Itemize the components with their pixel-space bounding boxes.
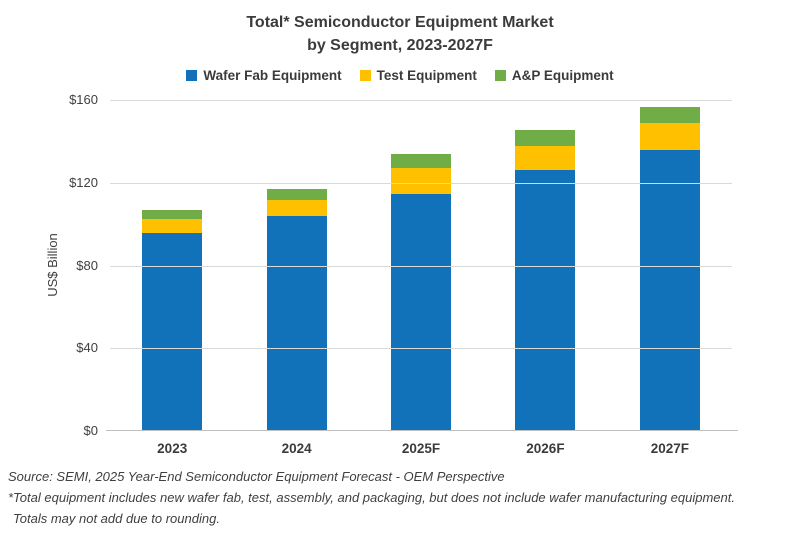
legend-label-test: Test Equipment [376,68,477,83]
gridline-160 [110,100,732,101]
bar-group-2026F: 2026F [483,100,607,456]
plot-area: 2023 2024 2025F 2026F 2027F $160 $120 $80 $40 $0 [69,92,738,456]
bar-segment-ap-2027F [639,107,700,124]
bar-segment-test-2023 [142,219,203,234]
legend-swatch-ap [494,70,506,81]
gridline-40 [110,348,732,349]
bar-segment-wafer-fab-2026F [515,170,576,431]
bar-segment-wafer-fab-2027F [639,149,700,431]
stacked-bar-2026F [515,129,576,431]
x-axis-label-2023: 2023 [157,441,188,456]
bar-group-2024: 2024 [234,100,358,456]
bar-segment-ap-2024 [266,189,327,201]
stacked-bar-2027F [639,107,700,431]
x-axis-label-2025F: 2025F [401,441,441,456]
x-axis-label-2027F: 2027F [650,441,689,456]
chart-title-line2: by Segment, 2023-2027F [307,37,493,54]
bar-segment-ap-2023 [142,210,203,220]
chart-title: Total* Semiconductor Equipment Market by… [0,11,800,57]
legend-swatch-test [359,70,371,81]
source-note: Source: SEMI, 2025 Year-End Semiconducto… [8,469,505,484]
bar-segment-wafer-fab-2025F [391,193,452,431]
stacked-bar-2025F [391,154,452,431]
footnote-rounding: Totals may not add due to rounding. [13,511,220,526]
bar-group-2025F: 2025F [359,100,483,456]
x-axis-label-2026F: 2026F [526,441,565,456]
bar-segment-wafer-fab-2024 [266,215,327,431]
footnote-total-definition: *Total equipment includes new wafer fab,… [8,490,735,505]
stacked-bar-2023 [142,210,203,431]
bar-segment-test-2024 [266,200,327,216]
gridline-80 [110,266,732,267]
bar-segment-wafer-fab-2023 [142,233,203,431]
bar-slots: 2023 2024 2025F 2026F 2027F [110,100,732,456]
y-tick-label-40: $40 [76,340,98,356]
gridline-120 [110,183,732,184]
y-tick-label-80: $80 [76,257,98,273]
legend-item-wafer-fab: Wafer Fab Equipment [186,68,342,83]
bar-group-2027F: 2027F [608,100,732,456]
legend-swatch-wafer-fab [186,70,198,81]
y-tick-label-120: $120 [69,174,98,190]
legend-item-test: Test Equipment [359,68,477,83]
stacked-bar-2024 [266,189,327,431]
gridline-0 [106,430,738,431]
legend-item-ap: A&P Equipment [494,68,614,83]
chart-legend: Wafer Fab Equipment Test Equipment A&P Equ… [0,68,800,83]
legend-label-wafer-fab: Wafer Fab Equipment [203,68,342,83]
bar-segment-ap-2025F [391,154,452,168]
bar-segment-test-2025F [391,167,452,194]
y-tick-label-160: $160 [69,92,98,107]
legend-label-ap: A&P Equipment [511,68,614,83]
x-axis-label-2024: 2024 [281,441,312,456]
chart-footnotes: Source: SEMI, 2025 Year-End Semiconducto… [8,466,794,529]
y-tick-label-0: $0 [83,423,98,438]
bar-segment-ap-2026F [515,129,576,146]
chart-title-line1: Total* Semiconductor Equipment Market [246,14,554,31]
bar-segment-test-2027F [639,123,700,150]
bar-segment-test-2026F [515,145,576,171]
